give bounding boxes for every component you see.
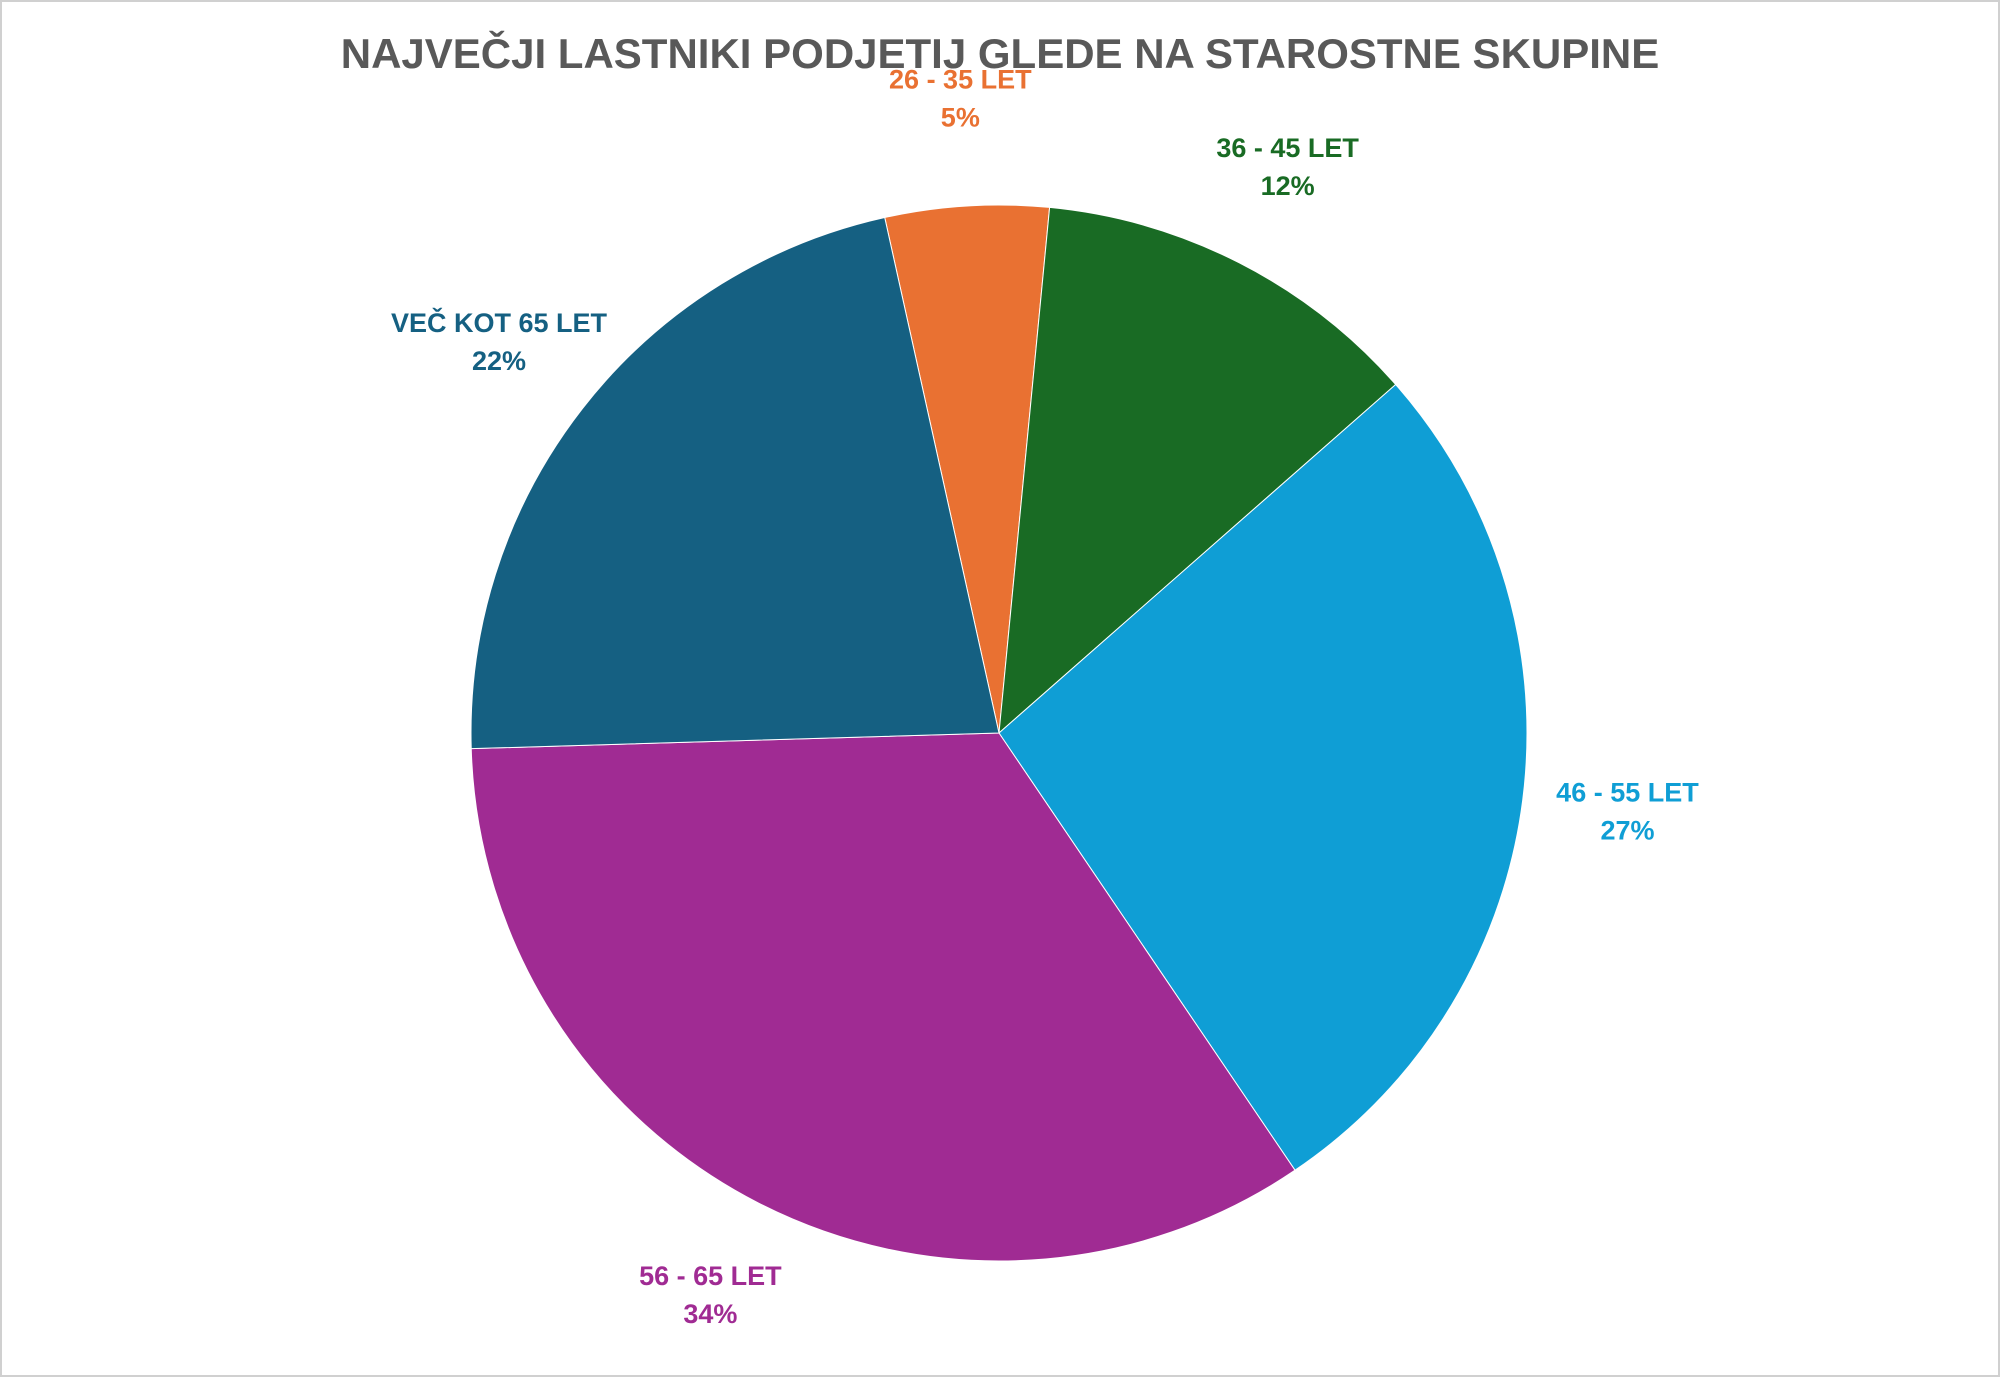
slice-value-label: 27%: [1600, 816, 1654, 846]
slice-value-label: 12%: [1261, 171, 1315, 201]
pie-slice: [884, 204, 1051, 734]
pie-slice: [470, 216, 1000, 750]
slice-category-label: 26 - 35 LET: [889, 65, 1032, 95]
chart-title: NAJVEČJI LASTNIKI PODJETIJ GLEDE NA STAR…: [341, 29, 1660, 77]
slice-category-label: 46 - 55 LET: [1556, 778, 1699, 808]
slice-value-label: 22%: [472, 346, 526, 376]
slice-category-label: VEČ KOT 65 LET: [391, 307, 608, 338]
slice-category-label: 36 - 45 LET: [1216, 133, 1359, 163]
pie-slice: [998, 383, 1528, 1171]
slice-category-label: 56 - 65 LET: [639, 1261, 782, 1291]
pie-slice: [470, 732, 1296, 1262]
pie-slice: [998, 206, 1397, 735]
slice-value-label: 34%: [683, 1299, 737, 1329]
slice-value-label: 5%: [941, 103, 980, 133]
